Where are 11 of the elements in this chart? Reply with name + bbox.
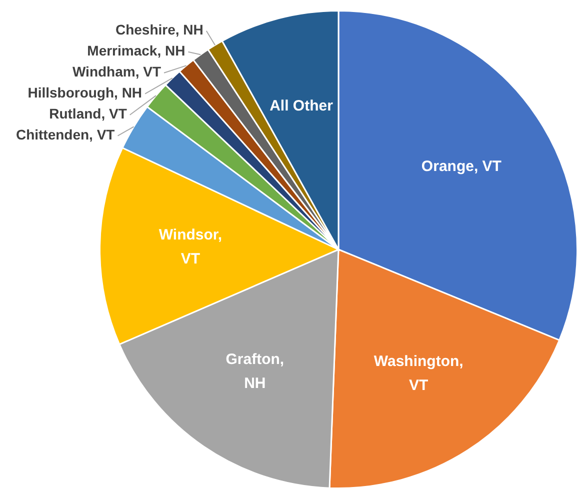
slice-label: Cheshire, NH — [115, 22, 204, 38]
slice-label: Hillsborough, NH — [28, 84, 142, 101]
slice-label: Windham, VT — [72, 64, 162, 80]
slice-label: All Other — [270, 97, 334, 114]
slice-label: Windsor, VT — [158, 226, 222, 268]
slice-label: Chittenden, VT — [16, 126, 116, 143]
slice-label: Rutland, VT — [49, 106, 128, 122]
slice-label: Orange, VT — [421, 158, 502, 176]
slice-label: Grafton, NH — [226, 350, 284, 392]
slice-label: Merrimack, NH — [87, 42, 186, 59]
slice-label: Washington, VT — [374, 353, 464, 394]
